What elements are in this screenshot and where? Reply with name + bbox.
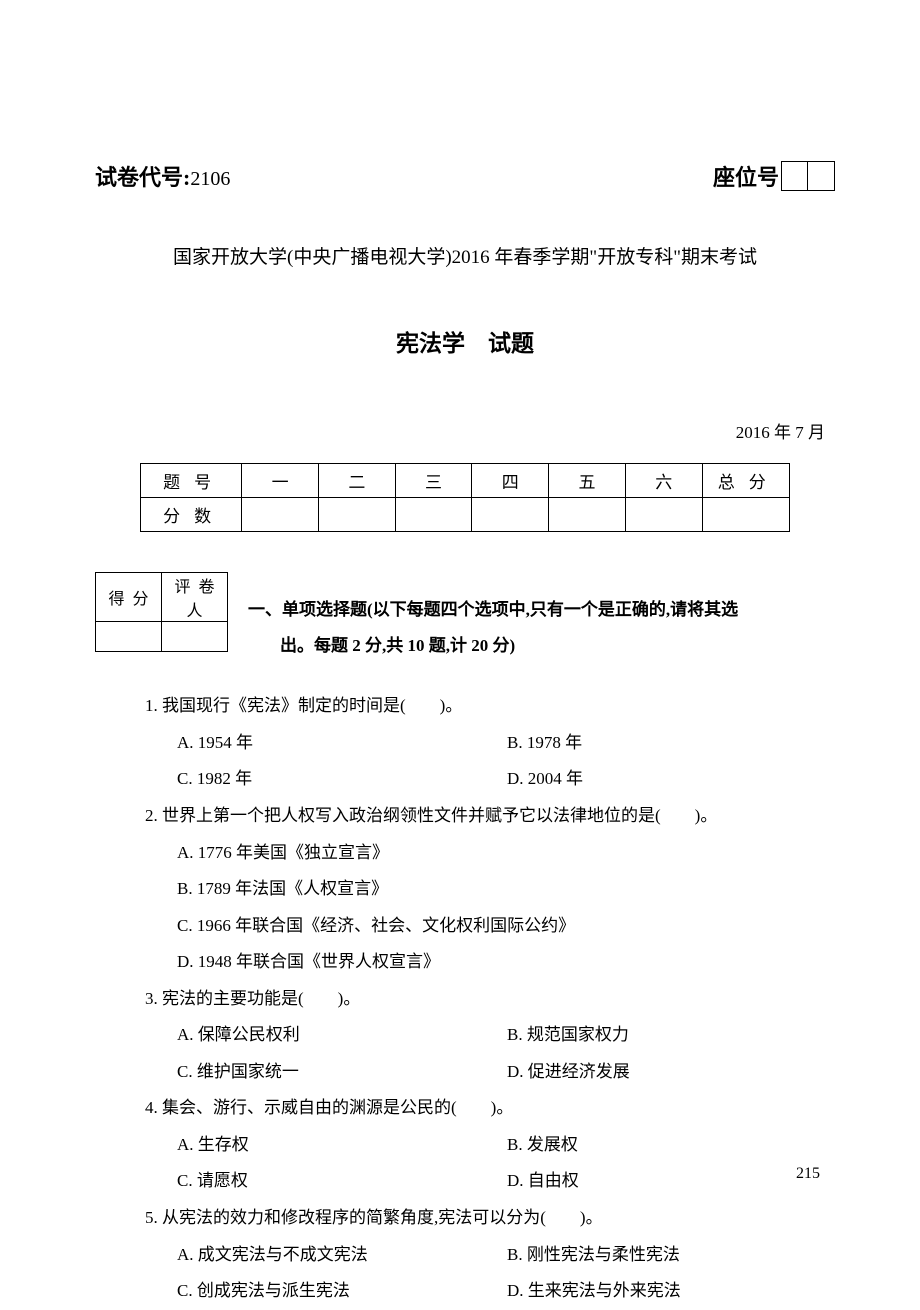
score-cell [242, 498, 319, 532]
section-1-title-line1: 一、单项选择题(以下每题四个选项中,只有一个是正确的,请将其选 [248, 592, 738, 628]
question-stem: 2. 世界上第一个把人权写入政治纲领性文件并赋予它以法律地位的是( )。 [145, 798, 835, 835]
score-table-score-label: 分数 [141, 498, 242, 532]
section-1-title: 一、单项选择题(以下每题四个选项中,只有一个是正确的,请将其选 出。每题 2 分… [248, 592, 738, 663]
score-col-5: 五 [549, 464, 626, 498]
score-cell [395, 498, 472, 532]
score-col-6: 六 [625, 464, 702, 498]
question-1: 1. 我国现行《宪法》制定的时间是( )。 A. 1954 年 B. 1978 … [145, 688, 835, 798]
question-stem: 4. 集会、游行、示威自由的渊源是公民的( )。 [145, 1090, 835, 1127]
question-5: 5. 从宪法的效力和修改程序的简繁角度,宪法可以分为( )。 A. 成文宪法与不… [145, 1200, 835, 1310]
seat-boxes [781, 161, 835, 191]
option-d: D. 促进经济发展 [507, 1054, 630, 1091]
option-c: C. 维护国家统一 [177, 1054, 507, 1091]
question-stem: 5. 从宪法的效力和修改程序的简繁角度,宪法可以分为( )。 [145, 1200, 835, 1237]
score-table: 题号 一 二 三 四 五 六 总分 分数 [140, 463, 790, 532]
exam-page: 试卷代号:2106 座位号 国家开放大学(中央广播电视大学)2016 年春季学期… [0, 0, 920, 1310]
score-cell [702, 498, 789, 532]
grader-score-label: 得分 [96, 573, 162, 622]
section-1-title-line2: 出。每题 2 分,共 10 题,计 20 分) [248, 628, 738, 664]
option-c: C. 1982 年 [177, 761, 507, 798]
score-table-score-row: 分数 [141, 498, 790, 532]
exam-title: 宪法学 试题 [95, 324, 835, 358]
option-d: D. 生来宪法与外来宪法 [507, 1273, 681, 1310]
score-col-4: 四 [472, 464, 549, 498]
grader-score-cell [96, 622, 162, 652]
seat-box-2 [808, 162, 834, 190]
grader-table-header: 得分 评卷人 [96, 573, 228, 622]
option-a: A. 成文宪法与不成文宪法 [177, 1237, 507, 1274]
option-b: B. 1978 年 [507, 725, 582, 762]
score-col-2: 二 [318, 464, 395, 498]
question-4: 4. 集会、游行、示威自由的渊源是公民的( )。 A. 生存权 B. 发展权 C… [145, 1090, 835, 1200]
option-d: D. 1948 年联合国《世界人权宣言》 [177, 944, 835, 981]
score-col-total: 总分 [702, 464, 789, 498]
option-b: B. 规范国家权力 [507, 1017, 629, 1054]
option-a: A. 保障公民权利 [177, 1017, 507, 1054]
option-b: B. 1789 年法国《人权宣言》 [177, 871, 835, 908]
paper-code-value: 2106 [190, 168, 230, 190]
option-d: D. 自由权 [507, 1163, 579, 1200]
score-col-1: 一 [242, 464, 319, 498]
seat-box-1 [782, 162, 808, 190]
grader-grader-label: 评卷人 [162, 573, 228, 622]
option-row: A. 生存权 B. 发展权 [177, 1127, 835, 1164]
score-table-row-label: 题号 [141, 464, 242, 498]
university-line: 国家开放大学(中央广播电视大学)2016 年春季学期"开放专科"期末考试 [95, 242, 835, 269]
date-line: 2016 年 7 月 [95, 418, 835, 443]
question-stem: 1. 我国现行《宪法》制定的时间是( )。 [145, 688, 835, 725]
grader-table: 得分 评卷人 [95, 572, 228, 652]
question-stem: 3. 宪法的主要功能是( )。 [145, 981, 835, 1018]
option-c: C. 请愿权 [177, 1163, 507, 1200]
paper-code-label: 试卷代号: [95, 165, 190, 190]
option-row: A. 成文宪法与不成文宪法 B. 刚性宪法与柔性宪法 [177, 1237, 835, 1274]
score-cell [318, 498, 395, 532]
option-row: A. 1954 年 B. 1978 年 [177, 725, 835, 762]
seat-label: 座位号 [713, 160, 779, 192]
option-d: D. 2004 年 [507, 761, 583, 798]
option-c: C. 创成宪法与派生宪法 [177, 1273, 507, 1310]
question-2: 2. 世界上第一个把人权写入政治纲领性文件并赋予它以法律地位的是( )。 A. … [145, 798, 835, 981]
option-row: C. 创成宪法与派生宪法 D. 生来宪法与外来宪法 [177, 1273, 835, 1310]
option-row: C. 维护国家统一 D. 促进经济发展 [177, 1054, 835, 1091]
option-a: A. 1776 年美国《独立宣言》 [177, 835, 835, 872]
page-number: 215 [796, 1165, 820, 1183]
score-col-3: 三 [395, 464, 472, 498]
option-c: C. 1966 年联合国《经济、社会、文化权利国际公约》 [177, 908, 835, 945]
seat-number: 座位号 [713, 160, 835, 192]
grader-table-values [96, 622, 228, 652]
option-b: B. 发展权 [507, 1127, 578, 1164]
grader-section: 得分 评卷人 一、单项选择题(以下每题四个选项中,只有一个是正确的,请将其选 出… [95, 572, 835, 663]
score-cell [625, 498, 702, 532]
option-b: B. 刚性宪法与柔性宪法 [507, 1237, 680, 1274]
score-table-header-row: 题号 一 二 三 四 五 六 总分 [141, 464, 790, 498]
option-row: C. 请愿权 D. 自由权 [177, 1163, 835, 1200]
header-row: 试卷代号:2106 座位号 [95, 160, 835, 192]
score-cell [472, 498, 549, 532]
option-row: A. 保障公民权利 B. 规范国家权力 [177, 1017, 835, 1054]
option-a: A. 1954 年 [177, 725, 507, 762]
paper-code: 试卷代号:2106 [95, 160, 230, 192]
questions-block: 1. 我国现行《宪法》制定的时间是( )。 A. 1954 年 B. 1978 … [145, 688, 835, 1309]
score-cell [549, 498, 626, 532]
question-3: 3. 宪法的主要功能是( )。 A. 保障公民权利 B. 规范国家权力 C. 维… [145, 981, 835, 1091]
grader-grader-cell [162, 622, 228, 652]
option-a: A. 生存权 [177, 1127, 507, 1164]
option-row: C. 1982 年 D. 2004 年 [177, 761, 835, 798]
